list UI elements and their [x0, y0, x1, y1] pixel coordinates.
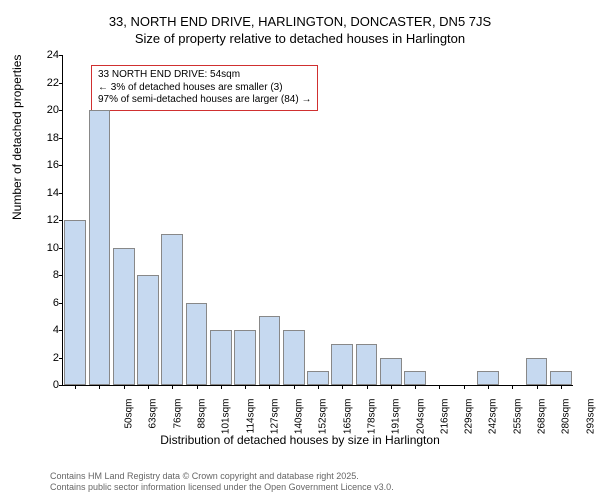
bar	[550, 371, 572, 385]
x-tick-mark	[294, 385, 295, 389]
x-tick-mark	[537, 385, 538, 389]
footer-line-2: Contains public sector information licen…	[50, 482, 394, 494]
bar	[113, 248, 135, 386]
x-tick-mark	[269, 385, 270, 389]
plot-area: 33 NORTH END DRIVE: 54sqm ← 3% of detach…	[62, 55, 573, 386]
bar	[380, 358, 402, 386]
title-line-2: Size of property relative to detached ho…	[0, 31, 600, 48]
x-tick-mark	[75, 385, 76, 389]
y-axis-label: Number of detached properties	[10, 55, 24, 220]
y-tick-label: 0	[31, 379, 59, 391]
x-tick-mark	[367, 385, 368, 389]
y-tick-label: 2	[31, 352, 59, 364]
x-tick-mark	[391, 385, 392, 389]
bar	[64, 220, 86, 385]
y-tick-label: 24	[31, 49, 59, 61]
y-tick-label: 12	[31, 214, 59, 226]
bar	[526, 358, 548, 386]
x-axis-label: Distribution of detached houses by size …	[0, 433, 600, 447]
y-tick-mark	[59, 110, 63, 111]
footer: Contains HM Land Registry data © Crown c…	[50, 471, 394, 494]
bar	[259, 316, 281, 385]
footer-line-1: Contains HM Land Registry data © Crown c…	[50, 471, 394, 483]
x-tick-mark	[512, 385, 513, 389]
y-tick-mark	[59, 303, 63, 304]
x-tick-mark	[124, 385, 125, 389]
y-tick-label: 18	[31, 132, 59, 144]
x-tick-mark	[245, 385, 246, 389]
bar	[210, 330, 232, 385]
chart-container: 33, NORTH END DRIVE, HARLINGTON, DONCAST…	[0, 0, 600, 500]
x-tick-mark	[318, 385, 319, 389]
x-tick-mark	[99, 385, 100, 389]
y-tick-label: 22	[31, 77, 59, 89]
y-tick-label: 10	[31, 242, 59, 254]
y-tick-mark	[59, 193, 63, 194]
x-tick-mark	[221, 385, 222, 389]
annotation-line-2: ← 3% of detached houses are smaller (3)	[98, 82, 311, 95]
y-tick-label: 8	[31, 269, 59, 281]
chart-title: 33, NORTH END DRIVE, HARLINGTON, DONCAST…	[0, 0, 600, 48]
bar	[283, 330, 305, 385]
bar	[161, 234, 183, 385]
annotation-line-3: 97% of semi-detached houses are larger (…	[98, 94, 311, 107]
x-tick-mark	[464, 385, 465, 389]
annotation-box: 33 NORTH END DRIVE: 54sqm ← 3% of detach…	[91, 65, 318, 111]
x-tick-mark	[172, 385, 173, 389]
y-tick-label: 16	[31, 159, 59, 171]
y-tick-mark	[59, 248, 63, 249]
x-tick-mark	[561, 385, 562, 389]
x-tick-mark	[439, 385, 440, 389]
y-tick-label: 20	[31, 104, 59, 116]
y-tick-mark	[59, 138, 63, 139]
bar	[186, 303, 208, 386]
y-tick-label: 6	[31, 297, 59, 309]
annotation-line-1: 33 NORTH END DRIVE: 54sqm	[98, 69, 311, 82]
x-tick-mark	[148, 385, 149, 389]
y-tick-mark	[59, 55, 63, 56]
y-tick-mark	[59, 83, 63, 84]
bar	[137, 275, 159, 385]
y-tick-mark	[59, 385, 63, 386]
bar	[234, 330, 256, 385]
bar	[477, 371, 499, 385]
y-tick-label: 14	[31, 187, 59, 199]
y-tick-mark	[59, 330, 63, 331]
x-tick-mark	[342, 385, 343, 389]
y-tick-mark	[59, 358, 63, 359]
y-tick-mark	[59, 165, 63, 166]
x-tick-mark	[415, 385, 416, 389]
x-tick-mark	[488, 385, 489, 389]
x-tick-mark	[197, 385, 198, 389]
bar	[331, 344, 353, 385]
chart-area: 33 NORTH END DRIVE: 54sqm ← 3% of detach…	[62, 55, 572, 385]
title-line-1: 33, NORTH END DRIVE, HARLINGTON, DONCAST…	[0, 14, 600, 31]
bar	[404, 371, 426, 385]
bar	[356, 344, 378, 385]
bar	[307, 371, 329, 385]
y-tick-mark	[59, 220, 63, 221]
y-tick-label: 4	[31, 324, 59, 336]
y-tick-mark	[59, 275, 63, 276]
bar	[89, 110, 111, 385]
